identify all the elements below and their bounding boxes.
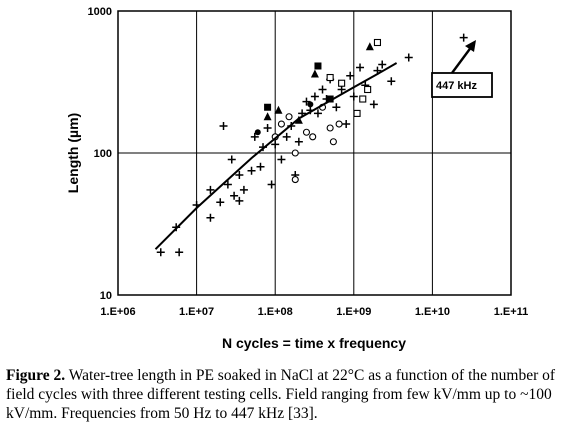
open-circle-marker: [326, 124, 334, 132]
filled-triangle-marker: [263, 112, 272, 121]
grid: [118, 11, 511, 295]
plus-marker: [342, 120, 351, 129]
y-axis: 10 100 1000: [88, 6, 112, 302]
plus-marker: [247, 166, 256, 175]
filled-circle-marker: [254, 129, 261, 136]
y-axis-label: Length (µm): [65, 113, 81, 193]
plus-marker: [239, 185, 248, 194]
caption-text: Water-tree length in PE soaked in NaCl a…: [6, 367, 556, 422]
x-tick-label: 1.E+09: [336, 306, 371, 318]
x-axis: 1.E+06 1.E+07 1.E+08 1.E+09 1.E+10 1.E+11: [100, 306, 528, 318]
plus-marker: [223, 180, 232, 189]
x-tick-label: 1.E+10: [415, 306, 450, 318]
plus-marker: [263, 123, 272, 132]
plus-marker: [216, 198, 225, 207]
x-tick-label: 1.E+11: [494, 306, 529, 318]
plus-marker: [369, 100, 378, 109]
annotation-box: [431, 72, 493, 98]
x-tick-label: 1.E+07: [179, 306, 214, 318]
plus-marker: [294, 137, 303, 146]
plus-marker: [310, 92, 319, 101]
annotation-arrow: [451, 45, 473, 74]
filled-triangle-marker: [274, 105, 283, 114]
open-circle-marker: [291, 176, 299, 184]
plus-marker: [404, 53, 413, 62]
y-tick-label: 10: [100, 290, 112, 302]
plus-marker: [250, 132, 259, 141]
filled-circle-marker: [307, 101, 314, 108]
x-tick-label: 1.E+06: [100, 306, 135, 318]
plus-marker: [271, 140, 280, 149]
plus-marker: [459, 33, 468, 42]
open-circle-marker: [291, 149, 299, 157]
y-tick-label: 100: [94, 148, 112, 160]
plus-marker: [378, 60, 387, 69]
open-circle-marker: [277, 120, 285, 128]
trend-line: [154, 62, 398, 250]
open-circle-marker: [302, 128, 311, 136]
plus-marker: [318, 85, 327, 94]
plus-marker: [337, 85, 346, 94]
data-marks: [154, 33, 468, 257]
plus-marker: [356, 63, 365, 72]
plus-marker: [349, 92, 358, 101]
y-tick-label: 1000: [88, 6, 112, 18]
plus-marker: [235, 196, 244, 205]
open-circle-marker: [285, 113, 293, 121]
open-square-marker: [326, 73, 334, 82]
figure-caption: Figure 2. Water-tree length in PE soaked…: [6, 366, 582, 423]
open-circle-marker: [329, 138, 337, 146]
plus-marker: [256, 162, 265, 171]
annotation-text: 447 kHz: [436, 80, 477, 92]
annotation: 447 kHz: [431, 40, 493, 98]
plus-marker: [227, 155, 236, 164]
plus-marker: [277, 155, 286, 164]
plus-marker: [219, 121, 228, 130]
plus-marker: [156, 248, 165, 257]
chart: 1.E+06 1.E+07 1.E+08 1.E+09 1.E+10 1.E+11 101…: [65, 6, 528, 351]
open-square-marker: [373, 38, 382, 47]
plot-area: [117, 10, 512, 296]
plus-marker: [175, 248, 184, 257]
filled-triangle-marker: [310, 69, 319, 78]
plus-marker: [206, 213, 215, 222]
plus-marker: [387, 77, 396, 86]
filled-square-marker: [314, 62, 322, 70]
filled-triangle-marker: [365, 42, 374, 51]
filled-square-marker: [326, 95, 334, 103]
open-square-marker: [359, 95, 367, 103]
open-square-marker: [364, 85, 372, 94]
open-square-marker: [338, 79, 346, 87]
plus-marker: [206, 185, 215, 194]
plus-marker: [313, 109, 322, 118]
plus-marker: [230, 191, 239, 200]
x-tick-label: 1.E+08: [258, 306, 293, 318]
x-axis-label: N cycles = time x frequency: [222, 335, 406, 351]
annotation-arrowhead: [465, 40, 476, 52]
plus-marker: [235, 170, 244, 179]
open-square-marker: [353, 109, 361, 117]
plus-marker: [282, 132, 291, 141]
plus-marker: [267, 180, 276, 189]
open-circle-marker: [309, 133, 317, 141]
caption-label: Figure 2.: [6, 367, 66, 384]
filled-square-marker: [264, 103, 272, 111]
plus-marker: [346, 71, 355, 80]
plus-marker: [332, 103, 341, 112]
open-circle-marker: [335, 120, 343, 128]
